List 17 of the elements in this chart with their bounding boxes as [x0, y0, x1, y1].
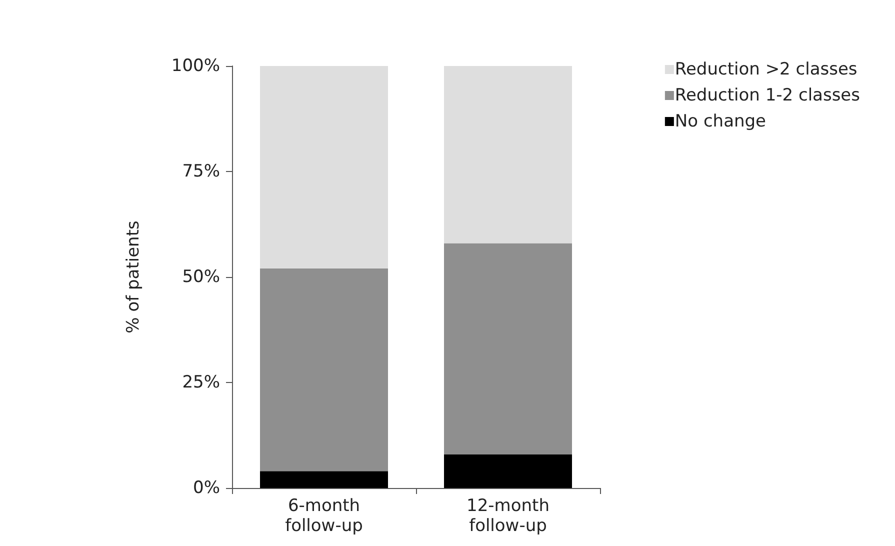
x-tick-label: 12-month follow-up — [466, 496, 550, 536]
y-tick-label: 75% — [182, 162, 220, 182]
bar — [260, 268, 388, 472]
bar — [444, 243, 572, 454]
bar — [444, 454, 572, 488]
y-tick-label: 25% — [182, 372, 220, 392]
legend-label: No change — [674, 112, 766, 132]
legend-label: Reduction 1-2 classes — [674, 86, 860, 106]
y-tick-label: 100% — [171, 56, 220, 76]
legend-label: Reduction >2 classes — [674, 60, 858, 80]
y-tick-label: 0% — [193, 478, 220, 498]
bar — [260, 471, 388, 488]
y-axis-title: % of patients — [124, 220, 144, 334]
y-tick-label: 50% — [182, 267, 220, 287]
bar — [444, 66, 572, 244]
x-tick-label: 6-month follow-up — [285, 496, 363, 536]
bar — [260, 66, 388, 269]
